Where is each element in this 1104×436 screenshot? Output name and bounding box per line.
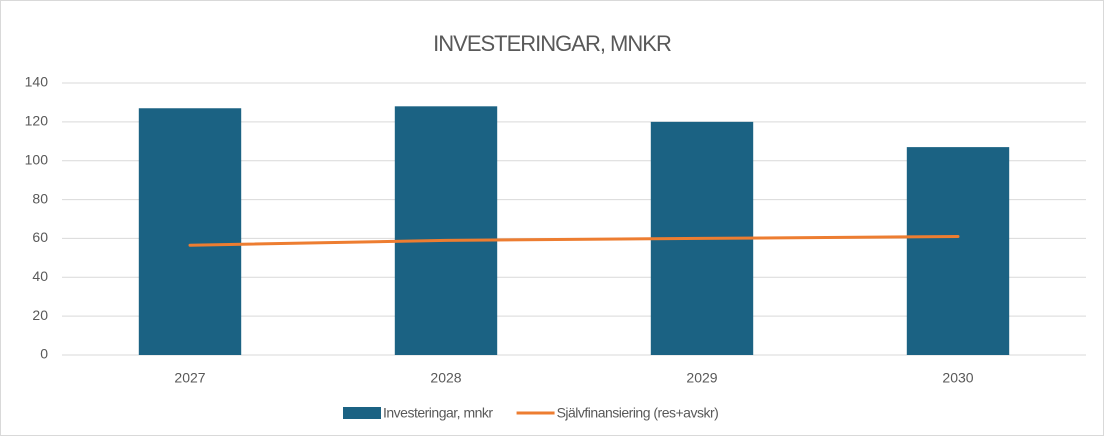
bar bbox=[138, 108, 242, 355]
line bbox=[188, 234, 960, 247]
legend-label: Investeringar, mnkr bbox=[383, 405, 493, 421]
y-tick-label: 80 bbox=[32, 190, 48, 206]
y-tick-label: 20 bbox=[32, 307, 48, 323]
bar bbox=[394, 106, 498, 355]
y-tick-label: 120 bbox=[25, 113, 49, 129]
y-tick-label: 100 bbox=[25, 151, 49, 167]
chart-title: INVESTERINGAR, MNKR bbox=[433, 31, 671, 56]
x-tick-label: 2030 bbox=[942, 370, 973, 386]
y-tick-label: 0 bbox=[40, 346, 48, 362]
x-tick-label: 2028 bbox=[430, 370, 461, 386]
y-tick-label: 60 bbox=[32, 229, 48, 245]
y-tick-label: 140 bbox=[25, 74, 49, 90]
x-tick-label: 2027 bbox=[174, 370, 205, 386]
legend-label: Självfinansiering (res+avskr) bbox=[557, 405, 719, 421]
x-tick-label: 2029 bbox=[686, 370, 717, 386]
legend-swatch bbox=[343, 407, 381, 419]
y-tick-label: 40 bbox=[32, 268, 48, 284]
bar bbox=[906, 147, 1010, 355]
